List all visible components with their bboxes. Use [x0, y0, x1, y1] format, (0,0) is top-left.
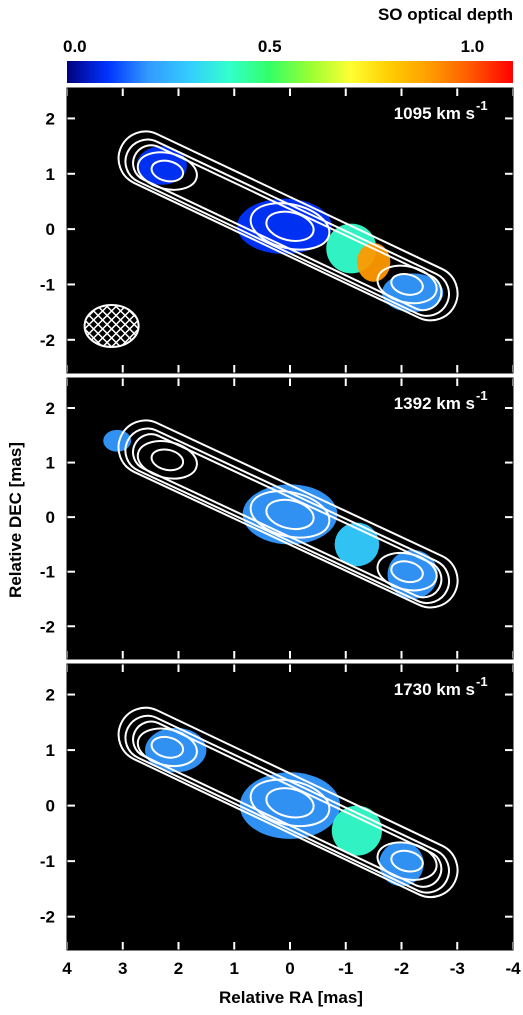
x-tick-label: -4 [505, 959, 521, 978]
y-tick-label: 2 [46, 686, 55, 705]
panel-frame [66, 663, 514, 951]
colorbar-tick-label: 0.5 [258, 37, 282, 56]
colorbar: SO optical depth 0.0 0.5 1.0 [63, 5, 513, 83]
contour-outer [132, 144, 443, 312]
x-tick-label: -2 [394, 959, 409, 978]
contour-component [136, 727, 198, 768]
contour-component [150, 735, 185, 759]
x-axis-label: Relative RA [mas] [219, 988, 363, 1007]
y-tick-label: 0 [46, 797, 55, 816]
x-tick-label: -3 [450, 959, 465, 978]
y-tick-label: -2 [40, 908, 55, 927]
panel-velocity-label: 1730 km s [394, 680, 475, 699]
y-tick-label: -1 [40, 852, 55, 871]
y-tick-label: 0 [46, 220, 55, 239]
y-tick-label: -2 [40, 331, 55, 350]
contour-outer [124, 714, 450, 894]
axis-ticks [66, 664, 514, 950]
contour-component [150, 159, 185, 183]
panel-velocity-label: 1095 km s [394, 104, 475, 123]
contour-component [136, 151, 198, 191]
contour-component [376, 551, 438, 592]
colorbar-tick-label: 0.0 [63, 37, 87, 56]
contour-outer [132, 720, 443, 888]
optical-depth-region [136, 146, 187, 185]
contour-component [150, 448, 185, 472]
contour-outer [124, 427, 451, 605]
panel-velocity-label: 1392 km s [394, 394, 475, 413]
x-tick-label: 3 [118, 959, 127, 978]
contour-component [390, 560, 424, 584]
panel-velocity-label-superscript: -1 [476, 388, 488, 403]
contour-component [390, 849, 424, 873]
y-tick-label: 1 [46, 165, 55, 184]
y-tick-label: 2 [46, 399, 55, 418]
x-tick-label: 4 [62, 959, 72, 978]
x-tick-label: 0 [285, 959, 294, 978]
y-tick-label: 0 [46, 508, 55, 527]
contour-outer [124, 138, 450, 317]
colorbar-title: SO optical depth [378, 5, 513, 24]
contour-component [265, 498, 315, 531]
y-tick-label: 2 [46, 109, 55, 128]
colorbar-tick-label: 1.0 [461, 37, 485, 56]
panel-velocity-label-superscript: -1 [476, 98, 488, 113]
y-tick-label: 1 [46, 454, 55, 473]
colorbar-gradient [67, 61, 513, 83]
contour-component [376, 264, 438, 305]
x-tick-label: 1 [230, 959, 239, 978]
x-tick-label: 2 [174, 959, 183, 978]
contour-component [136, 440, 198, 480]
panel-velocity-label-superscript: -1 [476, 674, 488, 689]
panel-frame [66, 377, 514, 660]
contour-component [249, 778, 331, 828]
contour-component [265, 787, 315, 819]
contour-component [390, 273, 424, 296]
contour-outer [117, 706, 459, 899]
contour-component [376, 841, 438, 881]
contour-component [265, 210, 315, 242]
y-tick-label: 1 [46, 741, 55, 760]
y-tick-label: -1 [40, 275, 55, 294]
contour-outer [117, 419, 459, 609]
optical-depth-region [381, 273, 444, 313]
y-tick-label: -2 [40, 617, 55, 636]
contour-component [249, 490, 331, 539]
panel-frame [66, 87, 514, 374]
contour-outer [117, 130, 459, 322]
y-tick-label: -1 [40, 563, 55, 582]
contour-outer [132, 433, 443, 599]
x-tick-labels: 4 3 2 1 0 -1 -2 -3 -4 [62, 959, 521, 978]
contour-component [249, 202, 331, 251]
optical-depth-region [103, 429, 132, 452]
x-tick-label: -1 [338, 959, 353, 978]
colorbar-tick-labels: 0.0 0.5 1.0 [63, 37, 484, 56]
y-axis-label: Relative DEC [mas] [6, 442, 25, 598]
